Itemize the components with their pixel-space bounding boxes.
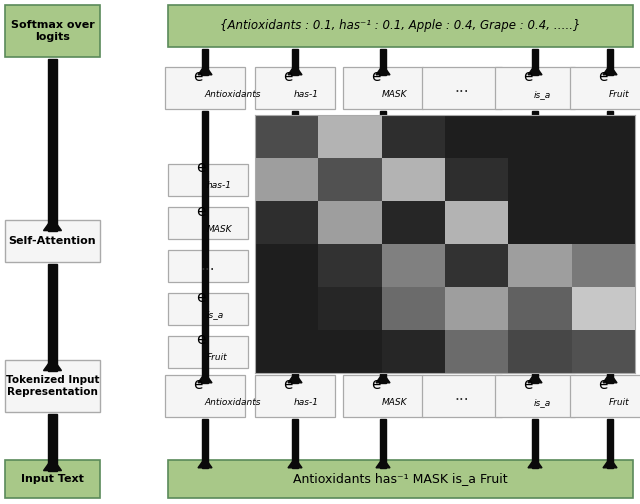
Polygon shape — [380, 419, 386, 468]
Bar — [5, 460, 100, 498]
Polygon shape — [202, 111, 208, 383]
Polygon shape — [49, 414, 56, 471]
Polygon shape — [380, 49, 386, 75]
Text: Fruit: Fruit — [207, 353, 228, 362]
Polygon shape — [49, 264, 56, 370]
Text: MASK: MASK — [207, 224, 232, 233]
Polygon shape — [44, 218, 61, 231]
Text: ...: ... — [201, 258, 215, 273]
Polygon shape — [292, 419, 298, 468]
Text: e: e — [196, 204, 206, 219]
Text: is_a: is_a — [534, 398, 551, 407]
Polygon shape — [603, 458, 617, 468]
Text: ...: ... — [454, 389, 469, 404]
Text: e: e — [598, 69, 608, 84]
Bar — [495, 67, 575, 109]
Text: e: e — [193, 69, 203, 84]
Bar — [168, 336, 248, 367]
Text: e: e — [524, 377, 533, 392]
Polygon shape — [198, 65, 212, 75]
Polygon shape — [603, 373, 617, 383]
Bar — [5, 360, 100, 412]
Bar — [5, 5, 100, 57]
Polygon shape — [532, 111, 538, 383]
Text: MASK: MASK — [382, 398, 408, 407]
Bar — [168, 460, 633, 498]
Text: Input Text: Input Text — [21, 474, 84, 484]
Bar — [422, 375, 502, 417]
Text: Self-Attention: Self-Attention — [9, 236, 96, 246]
Polygon shape — [607, 419, 613, 468]
Bar — [343, 67, 423, 109]
Polygon shape — [49, 59, 56, 231]
Text: e: e — [196, 160, 206, 175]
Bar — [255, 375, 335, 417]
Polygon shape — [376, 65, 390, 75]
Polygon shape — [380, 111, 386, 383]
Text: has-1: has-1 — [294, 90, 319, 99]
Text: {Antioxidants : 0.1, has⁻¹ : 0.1, Apple : 0.4, Grape : 0.4, …..}: {Antioxidants : 0.1, has⁻¹ : 0.1, Apple … — [220, 20, 580, 32]
Polygon shape — [376, 458, 390, 468]
Bar — [168, 292, 248, 325]
Polygon shape — [288, 373, 302, 383]
Text: Tokenized Input
Representation: Tokenized Input Representation — [6, 375, 99, 397]
Text: e: e — [196, 289, 206, 304]
Text: MASK: MASK — [382, 90, 408, 99]
Bar — [570, 67, 640, 109]
Text: has-1: has-1 — [207, 181, 232, 191]
Text: ...: ... — [454, 81, 469, 95]
Bar — [165, 375, 245, 417]
Text: has-1: has-1 — [294, 398, 319, 407]
Text: Fruit: Fruit — [609, 398, 630, 407]
Polygon shape — [528, 65, 542, 75]
Polygon shape — [292, 49, 298, 75]
Text: is_a: is_a — [207, 310, 224, 320]
Bar — [168, 5, 633, 47]
Bar — [165, 67, 245, 109]
Polygon shape — [292, 111, 298, 383]
Polygon shape — [44, 458, 61, 471]
Polygon shape — [532, 419, 538, 468]
Text: e: e — [598, 377, 608, 392]
Bar — [168, 163, 248, 196]
Bar — [343, 375, 423, 417]
Bar — [570, 375, 640, 417]
Bar — [168, 207, 248, 238]
Polygon shape — [532, 49, 538, 75]
Polygon shape — [607, 49, 613, 75]
Text: e: e — [284, 69, 293, 84]
Text: Antioxidants has⁻¹ MASK is_a Fruit: Antioxidants has⁻¹ MASK is_a Fruit — [293, 473, 508, 485]
Polygon shape — [528, 458, 542, 468]
Bar — [168, 249, 248, 282]
Text: Antioxidants: Antioxidants — [204, 398, 260, 407]
Text: e: e — [193, 377, 203, 392]
Polygon shape — [198, 373, 212, 383]
Polygon shape — [607, 111, 613, 383]
Bar — [422, 67, 502, 109]
Polygon shape — [288, 65, 302, 75]
Polygon shape — [44, 358, 61, 370]
Text: e: e — [371, 377, 381, 392]
Polygon shape — [288, 458, 302, 468]
Polygon shape — [202, 49, 208, 75]
Text: e: e — [284, 377, 293, 392]
Text: is_a: is_a — [534, 90, 551, 99]
Text: e: e — [371, 69, 381, 84]
Bar — [5, 220, 100, 262]
Text: Antioxidants: Antioxidants — [204, 90, 260, 99]
Text: e: e — [524, 69, 533, 84]
Text: e: e — [196, 333, 206, 347]
Polygon shape — [202, 419, 208, 468]
Polygon shape — [528, 373, 542, 383]
Polygon shape — [603, 65, 617, 75]
Polygon shape — [376, 373, 390, 383]
Polygon shape — [198, 458, 212, 468]
Text: Softmax over
logits: Softmax over logits — [11, 20, 94, 42]
Bar — [495, 375, 575, 417]
Bar — [255, 67, 335, 109]
Text: Fruit: Fruit — [609, 90, 630, 99]
